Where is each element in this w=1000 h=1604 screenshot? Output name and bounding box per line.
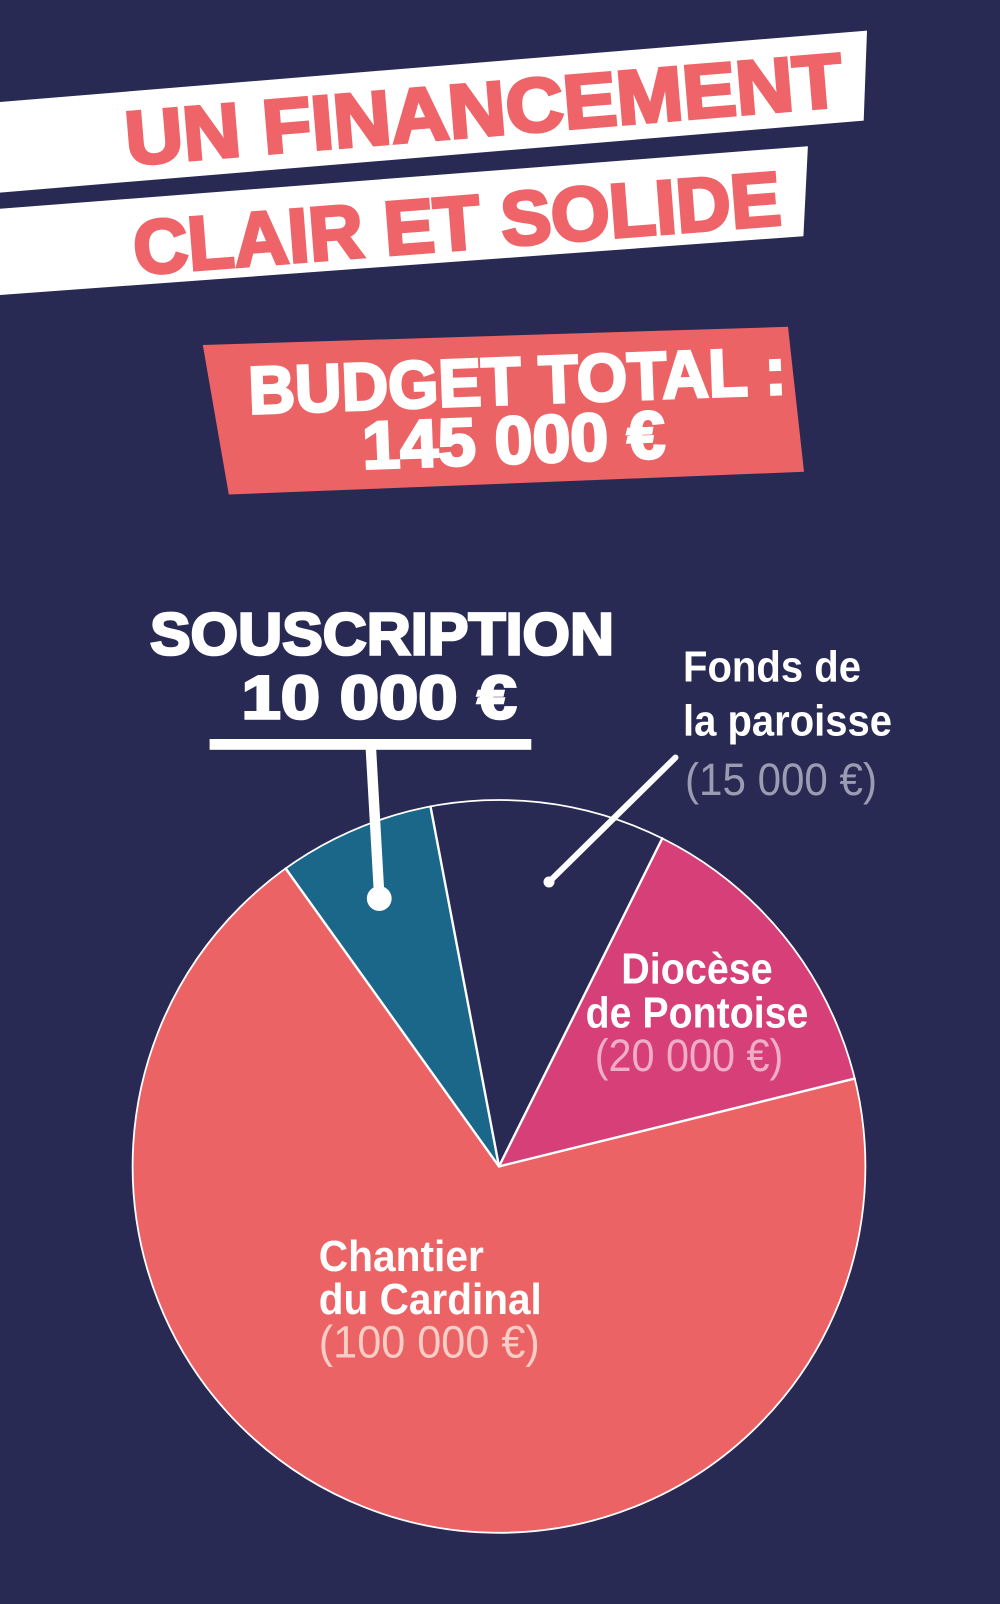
svg-text:(20 000 €): (20 000 €)	[595, 1030, 784, 1081]
svg-text:(15 000 €): (15 000 €)	[685, 754, 877, 805]
svg-text:la paroisse: la paroisse	[683, 697, 892, 746]
svg-text:Chantier: Chantier	[319, 1232, 484, 1281]
svg-text:SOUSCRIPTION: SOUSCRIPTION	[150, 602, 614, 668]
svg-text:du Cardinal: du Cardinal	[319, 1275, 542, 1324]
svg-text:Diocèse: Diocèse	[621, 944, 772, 993]
svg-text:145 000 €: 145 000 €	[361, 398, 667, 484]
svg-text:Fonds de: Fonds de	[683, 642, 861, 691]
svg-text:(100 000 €): (100 000 €)	[319, 1317, 540, 1368]
svg-text:de Pontoise: de Pontoise	[586, 989, 809, 1038]
svg-text:10 000 €: 10 000 €	[242, 663, 517, 731]
